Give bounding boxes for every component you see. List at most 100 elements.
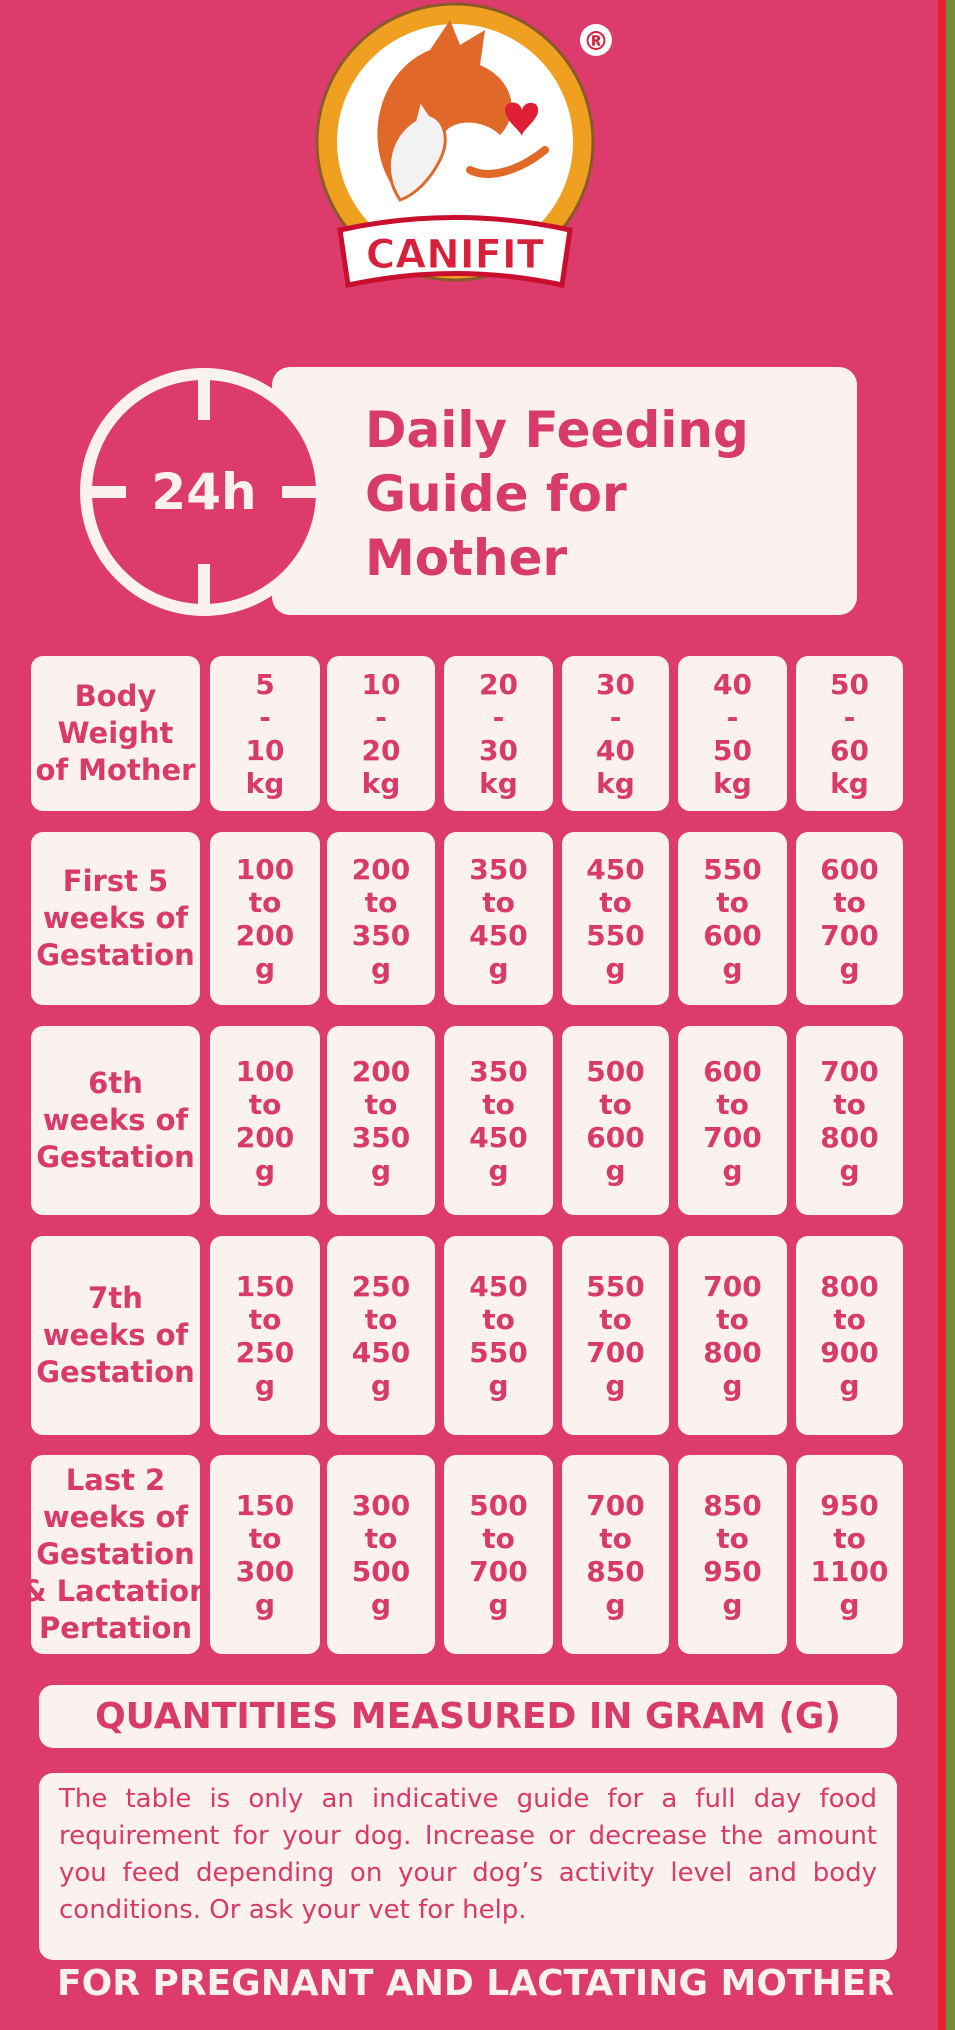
- table-cell: 450 to 550 g: [562, 832, 669, 1005]
- cell-line: 150: [235, 1269, 295, 1303]
- cell-line: 200: [351, 852, 411, 886]
- table-cell: 300 to 500 g: [327, 1455, 435, 1654]
- registered-mark: ®: [583, 27, 609, 57]
- cell-line: to: [833, 1521, 866, 1555]
- cell-line: g: [254, 1153, 276, 1187]
- cell-line: 30: [479, 733, 518, 767]
- cell-line: to: [599, 1521, 632, 1555]
- table-cell: 500 to 700 g: [444, 1455, 553, 1654]
- table-cell: 40-50 kg: [678, 656, 787, 811]
- cell-line: 700: [469, 1554, 528, 1588]
- cell-line: 40: [596, 733, 635, 767]
- cell-line: 950: [703, 1554, 762, 1588]
- cell-line: weeks of: [42, 1318, 189, 1352]
- table-cell: Last 2 weeks of Gestation & Lactation Pertat…: [21, 1455, 210, 1654]
- cell-line: 20: [479, 667, 518, 701]
- title-line: Guide for: [365, 465, 627, 523]
- cell-line: to: [248, 885, 282, 919]
- cell-line: 450: [351, 1335, 411, 1369]
- cell-line: First 5: [62, 864, 169, 898]
- cell-line: weeks of: [42, 1103, 189, 1137]
- cell-line: 6th: [88, 1066, 143, 1100]
- cell-line: -: [259, 700, 271, 734]
- cell-line: -: [843, 700, 856, 734]
- cell-line: 850: [703, 1488, 762, 1522]
- table-cell: 7th weeks of Gestation: [31, 1236, 200, 1435]
- table-cell: 100 to 200 g: [210, 1026, 320, 1215]
- cell-line: 800: [820, 1120, 879, 1154]
- cell-line: 550: [586, 1269, 645, 1303]
- cell-line: Last 2: [65, 1463, 166, 1497]
- cell-line: 100: [235, 852, 295, 886]
- cell-line: 1100: [810, 1554, 889, 1588]
- cell-line: 700: [586, 1335, 645, 1369]
- cell-line: to: [482, 1521, 515, 1555]
- cell-line: 550: [469, 1335, 528, 1369]
- table-cell: 350 to 450 g: [444, 832, 553, 1005]
- cell-line: to: [248, 1087, 282, 1121]
- cell-line: 850: [586, 1554, 645, 1588]
- cell-line: g: [488, 1368, 509, 1402]
- cell-line: 500: [351, 1554, 411, 1588]
- cell-line: 450: [469, 918, 528, 952]
- cell-line: g: [605, 1153, 626, 1187]
- cell-line: to: [364, 1087, 398, 1121]
- cell-line: 150: [235, 1488, 295, 1522]
- cell-line: 300: [235, 1554, 295, 1588]
- table-cell: 20-30 kg: [444, 656, 553, 811]
- cell-line: 550: [586, 918, 645, 952]
- cell-line: Weight: [57, 716, 174, 750]
- title-line: Daily Feeding: [365, 401, 749, 459]
- cell-line: 250: [351, 1269, 411, 1303]
- title-box: [272, 367, 857, 615]
- cell-line: 500: [586, 1054, 645, 1088]
- cell-line: 700: [586, 1488, 645, 1522]
- cell-line: to: [716, 1087, 749, 1121]
- cell-line: 350: [351, 918, 411, 952]
- table-cell: 450 to 550 g: [444, 1236, 553, 1435]
- cell-line: to: [482, 1302, 515, 1336]
- cell-line: -: [375, 700, 387, 734]
- table-cell: 950 to 1100 g: [796, 1455, 903, 1654]
- cell-line: kg: [830, 766, 869, 800]
- cell-line: 900: [820, 1335, 879, 1369]
- cell-line: kg: [479, 766, 518, 800]
- cell-line: to: [248, 1521, 282, 1555]
- cell-line: 350: [469, 1054, 528, 1088]
- cell-line: to: [599, 1302, 632, 1336]
- cell-line: 50: [830, 667, 869, 701]
- cell-line: to: [482, 1087, 515, 1121]
- cell-line: 30: [596, 667, 635, 701]
- cell-line: g: [839, 1153, 860, 1187]
- note: The table is only an indicative guide fo…: [39, 1773, 897, 1960]
- cell-line: & Lactation: [21, 1574, 210, 1608]
- table-cell: 550 to 600 g: [678, 832, 787, 1005]
- cell-line: 450: [469, 1120, 528, 1154]
- cell-line: 800: [820, 1269, 879, 1303]
- cell-line: g: [722, 1153, 743, 1187]
- cell-line: 450: [469, 1269, 528, 1303]
- cell-line: g: [370, 1368, 392, 1402]
- cell-line: g: [839, 1368, 860, 1402]
- cell-line: to: [716, 1521, 749, 1555]
- cell-line: 700: [703, 1120, 762, 1154]
- cell-line: 200: [235, 918, 295, 952]
- table-cell: 600 to 700 g: [678, 1026, 787, 1215]
- table-cell: 30-40 kg: [562, 656, 669, 811]
- cell-line: Gestation: [36, 1140, 195, 1174]
- cell-line: Body: [74, 679, 157, 713]
- cell-line: 20: [361, 733, 401, 767]
- table-cell: 6th weeks of Gestation: [31, 1026, 200, 1215]
- cell-line: g: [605, 951, 626, 985]
- cell-line: 700: [820, 918, 879, 952]
- cell-line: Gestation: [36, 1537, 195, 1571]
- cell-line: g: [839, 1587, 860, 1621]
- table-cell: 700 to 800 g: [796, 1026, 903, 1215]
- cell-line: -: [726, 700, 739, 734]
- cell-line: kg: [361, 766, 401, 800]
- cell-line: g: [722, 951, 743, 985]
- cell-line: 300: [351, 1488, 411, 1522]
- cell-line: 60: [830, 733, 869, 767]
- table-cell: 700 to 850 g: [562, 1455, 669, 1654]
- cell-line: 5: [255, 667, 275, 701]
